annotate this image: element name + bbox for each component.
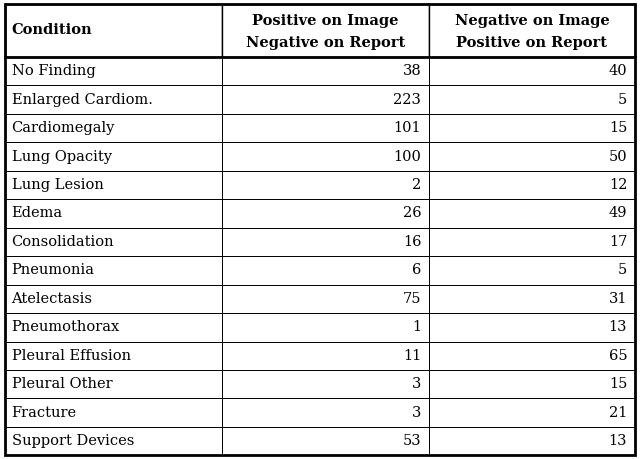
Text: Edema: Edema: [12, 207, 63, 220]
Text: 1: 1: [412, 320, 421, 334]
Bar: [429, 285, 635, 313]
Text: 15: 15: [609, 121, 627, 135]
Bar: [222, 199, 429, 228]
Bar: [5, 341, 222, 370]
Text: 12: 12: [609, 178, 627, 192]
Text: No Finding: No Finding: [12, 64, 95, 78]
Bar: [222, 341, 429, 370]
Bar: [5, 285, 222, 313]
Text: Pleural Other: Pleural Other: [12, 377, 112, 391]
Bar: [429, 398, 635, 427]
Text: 100: 100: [394, 150, 421, 163]
Bar: [222, 85, 429, 114]
Text: 16: 16: [403, 235, 421, 249]
Bar: [429, 57, 635, 85]
Bar: [222, 427, 429, 455]
Text: 38: 38: [403, 64, 421, 78]
Bar: [5, 398, 222, 427]
Bar: [429, 313, 635, 341]
Text: Fracture: Fracture: [12, 406, 77, 420]
Text: 31: 31: [609, 292, 627, 306]
Text: 3: 3: [412, 377, 421, 391]
Bar: [5, 114, 222, 142]
Bar: [222, 171, 429, 199]
Text: 11: 11: [403, 349, 421, 363]
Bar: [5, 313, 222, 341]
Text: Atelectasis: Atelectasis: [12, 292, 93, 306]
Text: 50: 50: [609, 150, 627, 163]
Bar: [222, 313, 429, 341]
Bar: [429, 142, 635, 171]
Text: Negative on Report: Negative on Report: [246, 36, 405, 50]
Bar: [222, 114, 429, 142]
Bar: [429, 256, 635, 285]
Bar: [5, 256, 222, 285]
Bar: [429, 341, 635, 370]
Text: 5: 5: [618, 263, 627, 277]
Text: 21: 21: [609, 406, 627, 420]
Text: Lung Lesion: Lung Lesion: [12, 178, 104, 192]
Text: Enlarged Cardiom.: Enlarged Cardiom.: [12, 93, 152, 106]
Bar: [222, 57, 429, 85]
Bar: [429, 114, 635, 142]
Bar: [222, 228, 429, 256]
Bar: [5, 57, 222, 85]
Text: 53: 53: [403, 434, 421, 448]
Text: 75: 75: [403, 292, 421, 306]
Bar: [5, 370, 222, 398]
Text: 5: 5: [618, 93, 627, 106]
Text: Pneumothorax: Pneumothorax: [12, 320, 120, 334]
Bar: [5, 142, 222, 171]
Text: 6: 6: [412, 263, 421, 277]
Bar: [429, 171, 635, 199]
Bar: [5, 85, 222, 114]
Bar: [5, 199, 222, 228]
Text: Negative on Image: Negative on Image: [454, 14, 609, 28]
Bar: [222, 142, 429, 171]
Text: Condition: Condition: [12, 23, 92, 37]
Bar: [429, 85, 635, 114]
Text: Pleural Effusion: Pleural Effusion: [12, 349, 131, 363]
Text: 26: 26: [403, 207, 421, 220]
Bar: [429, 228, 635, 256]
Text: 40: 40: [609, 64, 627, 78]
Bar: [5, 4, 222, 57]
Text: Positive on Report: Positive on Report: [456, 36, 607, 50]
Text: 223: 223: [394, 93, 421, 106]
Text: Consolidation: Consolidation: [12, 235, 114, 249]
Bar: [5, 171, 222, 199]
Bar: [222, 398, 429, 427]
Text: 15: 15: [609, 377, 627, 391]
Text: Positive on Image: Positive on Image: [252, 14, 399, 28]
Text: Support Devices: Support Devices: [12, 434, 134, 448]
Bar: [429, 427, 635, 455]
Bar: [5, 427, 222, 455]
Bar: [429, 4, 635, 57]
Text: 65: 65: [609, 349, 627, 363]
Text: 17: 17: [609, 235, 627, 249]
Text: Cardiomegaly: Cardiomegaly: [12, 121, 115, 135]
Text: 13: 13: [609, 434, 627, 448]
Text: Lung Opacity: Lung Opacity: [12, 150, 111, 163]
Text: 3: 3: [412, 406, 421, 420]
Bar: [222, 370, 429, 398]
Bar: [222, 4, 429, 57]
Text: 13: 13: [609, 320, 627, 334]
Bar: [222, 256, 429, 285]
Bar: [429, 370, 635, 398]
Bar: [222, 285, 429, 313]
Text: 2: 2: [412, 178, 421, 192]
Text: 49: 49: [609, 207, 627, 220]
Bar: [429, 199, 635, 228]
Text: 101: 101: [394, 121, 421, 135]
Bar: [5, 228, 222, 256]
Text: Pneumonia: Pneumonia: [12, 263, 95, 277]
